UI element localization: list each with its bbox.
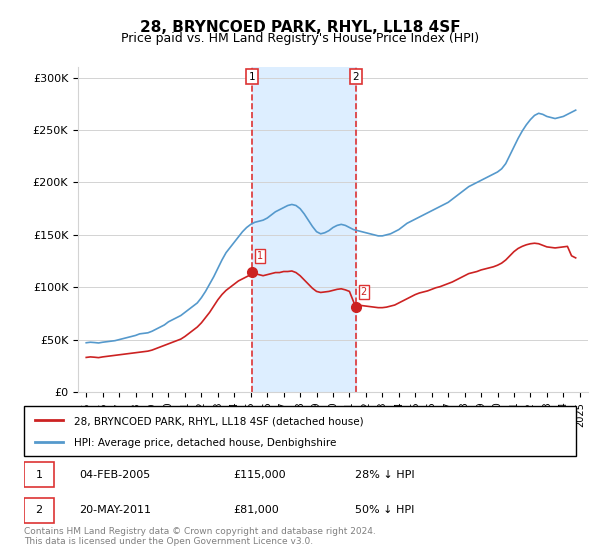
Text: 50% ↓ HPI: 50% ↓ HPI — [355, 505, 415, 515]
Text: 28% ↓ HPI: 28% ↓ HPI — [355, 470, 415, 480]
Text: 2: 2 — [352, 72, 359, 82]
Text: 20-MAY-2011: 20-MAY-2011 — [79, 505, 151, 515]
FancyBboxPatch shape — [24, 406, 576, 456]
FancyBboxPatch shape — [24, 497, 55, 523]
Text: 1: 1 — [35, 470, 43, 480]
Text: 2: 2 — [35, 505, 43, 515]
Text: Price paid vs. HM Land Registry's House Price Index (HPI): Price paid vs. HM Land Registry's House … — [121, 32, 479, 45]
Bar — [252, 67, 356, 392]
Text: £115,000: £115,000 — [234, 470, 286, 480]
Text: 1: 1 — [257, 251, 263, 261]
Text: HPI: Average price, detached house, Denbighshire: HPI: Average price, detached house, Denb… — [74, 438, 336, 449]
Text: 2: 2 — [361, 287, 367, 297]
Text: £81,000: £81,000 — [234, 505, 280, 515]
Text: 1: 1 — [249, 72, 256, 82]
FancyBboxPatch shape — [24, 462, 55, 487]
Text: 04-FEB-2005: 04-FEB-2005 — [79, 470, 151, 480]
Text: 28, BRYNCOED PARK, RHYL, LL18 4SF (detached house): 28, BRYNCOED PARK, RHYL, LL18 4SF (detac… — [74, 416, 364, 426]
Text: Contains HM Land Registry data © Crown copyright and database right 2024.
This d: Contains HM Land Registry data © Crown c… — [24, 526, 376, 546]
Text: 28, BRYNCOED PARK, RHYL, LL18 4SF: 28, BRYNCOED PARK, RHYL, LL18 4SF — [140, 20, 460, 35]
